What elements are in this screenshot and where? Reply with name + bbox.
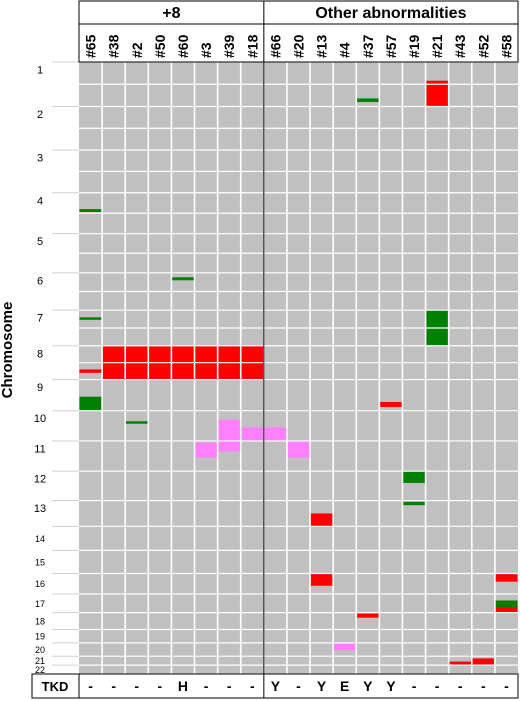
chromosome-label: 15	[35, 557, 45, 567]
tkd-value: E	[340, 678, 349, 694]
tkd-value: Y	[317, 678, 327, 694]
segment-cn_loh	[241, 427, 264, 441]
chromosome-label: 5	[37, 236, 43, 248]
chromosome-label: 1	[37, 65, 43, 77]
tkd-label: TKD	[42, 679, 69, 694]
tkd-value: Y	[386, 678, 396, 694]
segment-loss	[79, 209, 102, 212]
tkd-value: -	[481, 678, 486, 694]
chromosome-label: 16	[35, 579, 45, 589]
chromosome-label: 9	[37, 382, 43, 394]
segment-loss	[402, 501, 426, 506]
segment-cn_loh	[264, 427, 287, 441]
segment-gain	[449, 661, 472, 666]
segment-loss	[79, 317, 102, 320]
sample-label: #4	[337, 42, 353, 58]
sample-label: #57	[383, 34, 399, 58]
group-label: +8	[162, 5, 180, 22]
segment-gain	[310, 513, 333, 527]
table-frame	[31, 0, 519, 699]
segment-gain	[310, 573, 333, 586]
segment-gain	[495, 607, 518, 613]
segment-cn_loh	[218, 419, 241, 441]
tkd-value: Y	[363, 678, 373, 694]
tkd-value: -	[504, 678, 509, 694]
segment-gain	[426, 80, 449, 107]
segment-cn_loh	[287, 440, 310, 458]
sample-label: #43	[452, 34, 468, 58]
chromosome-label: 12	[34, 474, 46, 486]
chromosome-label: 20	[35, 645, 45, 655]
sample-label: #39	[221, 34, 237, 58]
sample-label: #38	[106, 34, 122, 58]
sample-label: #60	[175, 34, 191, 58]
chromosome-label: 22	[35, 665, 45, 675]
chromosome-label: 2	[37, 109, 43, 121]
chromosome-label: 10	[34, 413, 46, 425]
chromosome-label: 14	[35, 534, 45, 544]
sample-label: #3	[198, 42, 214, 58]
sample-label: #20	[291, 34, 307, 58]
sample-label: #19	[406, 34, 422, 58]
chromosome-label: 8	[37, 348, 43, 360]
sample-label: #58	[498, 34, 514, 58]
chromosome-label: 18	[35, 617, 45, 627]
tkd-value: -	[296, 678, 301, 694]
segment-gain	[472, 658, 495, 666]
sample-label: #18	[244, 34, 260, 58]
sample-label: #52	[475, 34, 491, 58]
chromosome-label: 3	[37, 153, 43, 165]
segment-gain	[379, 401, 402, 407]
segment-loss	[402, 471, 426, 483]
chromosome-label: 21	[35, 656, 45, 666]
tkd-value: -	[88, 678, 93, 694]
sample-label: #37	[360, 34, 376, 58]
tkd-value: -	[111, 678, 116, 694]
chromosome-label: 17	[35, 599, 45, 609]
tkd-value: -	[158, 678, 163, 694]
tkd-frame	[31, 673, 519, 699]
chromosome-label: 13	[34, 503, 46, 515]
chromosome-label: 4	[37, 195, 43, 207]
header-frame	[78, 0, 519, 63]
segment-loss	[125, 421, 148, 424]
chart-labels: +8 Other abnormalities #65 #38 #2 #50 #60 #3 #39…	[0, 5, 514, 694]
sample-label: #66	[267, 34, 283, 58]
segment-loss	[356, 98, 379, 103]
tkd-value: -	[435, 678, 440, 694]
sample-label: #2	[129, 42, 145, 58]
tkd-value: -	[250, 678, 255, 694]
segment-cn_loh	[218, 440, 241, 452]
tkd-value: -	[227, 678, 232, 694]
segment-loss	[495, 600, 518, 608]
chromosome-label: 19	[35, 632, 45, 642]
segment-gain	[79, 369, 102, 373]
sample-label: #13	[314, 34, 330, 58]
tkd-value: -	[204, 678, 209, 694]
chromosome-label: 6	[37, 275, 43, 287]
sample-label: #50	[152, 34, 168, 58]
tkd-value: Y	[271, 678, 281, 694]
segment-cn_loh	[333, 642, 356, 651]
group-label: Other abnormalities	[315, 5, 466, 22]
tkd-value: -	[412, 678, 417, 694]
sample-label: #65	[83, 34, 99, 58]
tkd-value: -	[458, 678, 463, 694]
tkd-value: H	[178, 678, 188, 694]
sample-label: #21	[429, 34, 445, 58]
segment-gain	[495, 573, 518, 582]
segment-loss	[171, 277, 195, 281]
segment-cn_loh	[195, 442, 218, 458]
segment-gain	[356, 613, 379, 618]
tkd-value: -	[134, 678, 139, 694]
chromosome-label: 11	[34, 443, 45, 455]
chromosome-label: 7	[37, 313, 43, 325]
segment-loss	[79, 396, 102, 411]
y-axis-label: Chromosome	[0, 302, 16, 399]
